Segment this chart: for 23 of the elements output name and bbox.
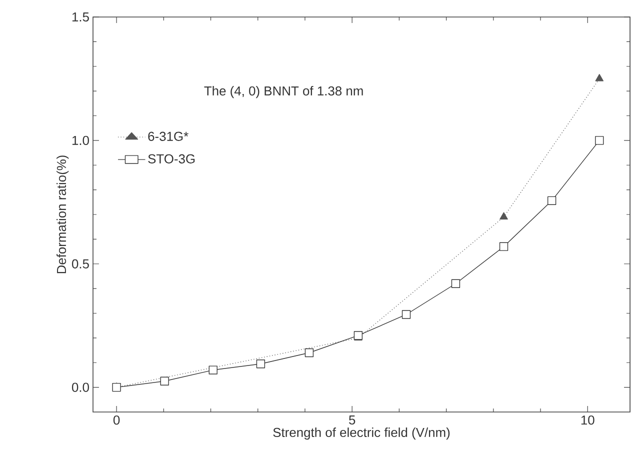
x-tick-label: 10: [581, 416, 594, 425]
y-tick-label: 0.0: [72, 382, 89, 392]
annotation: The (4, 0) BNNT of 1.38 nm: [204, 86, 363, 98]
point: [256, 360, 266, 368]
point: [547, 196, 556, 206]
point: [208, 366, 218, 374]
y-tick-label: 1.0: [72, 136, 89, 146]
point: [402, 310, 411, 319]
point: [160, 376, 169, 386]
point: [500, 212, 508, 220]
y-tick-label: 0.5: [72, 259, 89, 268]
point: [595, 136, 604, 145]
x-axis-title: Strength of electric field (V/nm): [273, 428, 450, 440]
y-tick-label: 1.5: [72, 12, 89, 22]
y-axis-title: Deformation ratio(%): [56, 156, 69, 274]
point: [499, 242, 508, 251]
point: [595, 74, 604, 82]
point: [304, 348, 314, 358]
legend-label: 6-31G*: [148, 132, 188, 141]
point: [451, 279, 460, 288]
x-tick-label: 0: [113, 416, 120, 425]
legend-label: STO-3G: [148, 154, 195, 164]
x-tick-label: 5: [349, 416, 356, 425]
